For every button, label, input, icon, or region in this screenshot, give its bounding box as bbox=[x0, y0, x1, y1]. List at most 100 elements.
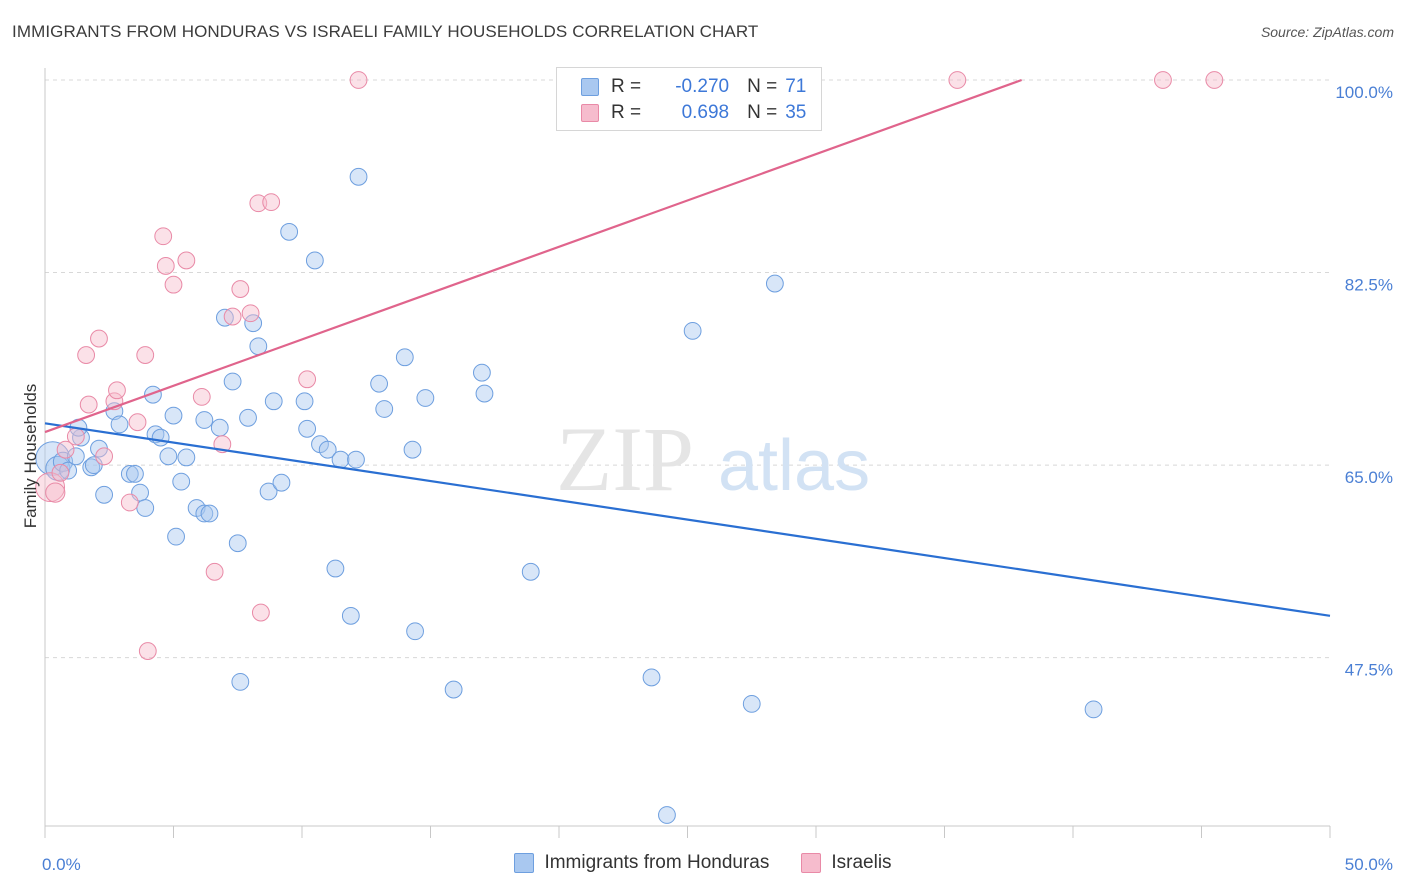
israelis-point bbox=[177, 251, 196, 270]
israelis-point bbox=[90, 329, 108, 348]
honduras-point bbox=[395, 348, 414, 367]
honduras-point bbox=[305, 251, 324, 270]
israelis-point bbox=[205, 562, 224, 581]
honduras-point bbox=[765, 274, 784, 293]
israelis-point bbox=[51, 463, 70, 482]
honduras-point bbox=[347, 450, 365, 469]
axes bbox=[44, 68, 1331, 838]
legend-row-israelis: R = 0.698 N = 35 bbox=[581, 100, 806, 126]
zipatlas-watermark: ZIP atlas bbox=[556, 408, 870, 510]
tick-labels: 47.5% 65.0% 82.5% 100.0% 0.0% 50.0% bbox=[42, 83, 1393, 874]
chart-title: IMMIGRANTS FROM HONDURAS VS ISRAELI FAMI… bbox=[12, 22, 759, 41]
watermark-atlas: atlas bbox=[718, 426, 870, 506]
data-points bbox=[35, 71, 1224, 824]
honduras-point bbox=[136, 499, 155, 517]
israelis-point bbox=[77, 346, 96, 364]
honduras-point bbox=[228, 534, 247, 553]
y-axis-title: Family Households bbox=[21, 384, 40, 529]
honduras-point bbox=[272, 473, 291, 492]
honduras-point bbox=[200, 504, 219, 523]
x-tick-label: 50.0% bbox=[1345, 855, 1393, 874]
israelis-point bbox=[241, 304, 260, 323]
legend-row-honduras: R = -0.270 N = 71 bbox=[581, 74, 806, 100]
honduras-point bbox=[298, 419, 317, 438]
israelis-point bbox=[231, 280, 250, 298]
israelis-point bbox=[95, 447, 114, 466]
legend-n-label: N = bbox=[747, 76, 778, 97]
israelis-point bbox=[154, 227, 173, 246]
honduras-point bbox=[95, 485, 114, 504]
honduras-point bbox=[1084, 700, 1103, 719]
series-swatch-pink bbox=[801, 853, 822, 873]
source-credit: Source: ZipAtlas.com bbox=[1260, 24, 1394, 40]
honduras-point bbox=[331, 450, 350, 469]
y-tick-label: 65.0% bbox=[1345, 468, 1393, 487]
series-label: Immigrants from Honduras bbox=[544, 852, 770, 873]
israelis-point bbox=[138, 642, 157, 660]
honduras-point bbox=[444, 680, 463, 699]
legend-r-value: 0.698 bbox=[681, 102, 730, 123]
honduras-point bbox=[120, 465, 139, 483]
israelis-point bbox=[249, 194, 268, 213]
israelis-point bbox=[35, 472, 66, 503]
israelis-point bbox=[45, 482, 66, 503]
israelis-point bbox=[79, 395, 98, 414]
israelis-point bbox=[298, 370, 317, 389]
y-tick-label: 82.5% bbox=[1345, 276, 1393, 295]
series-swatch-blue bbox=[514, 853, 535, 873]
honduras-point bbox=[239, 408, 257, 427]
series-legend-israelis[interactable]: Israelis bbox=[801, 852, 892, 874]
legend-n-label: N = bbox=[747, 102, 778, 123]
honduras-point bbox=[210, 418, 229, 437]
honduras-point bbox=[349, 167, 368, 186]
honduras-point bbox=[683, 321, 702, 340]
israelis-point bbox=[1154, 71, 1172, 89]
honduras-point bbox=[521, 562, 540, 581]
honduras-point bbox=[326, 559, 345, 578]
honduras-point bbox=[231, 672, 250, 691]
honduras-point bbox=[295, 392, 314, 411]
legend-n-value: 71 bbox=[785, 76, 807, 97]
honduras-point bbox=[223, 372, 242, 391]
honduras-point bbox=[742, 694, 761, 713]
legend-r-label: R = bbox=[611, 76, 642, 97]
series-label: Israelis bbox=[831, 852, 892, 873]
legend-swatch-blue bbox=[581, 78, 599, 96]
israelis-trend-line bbox=[44, 78, 1022, 434]
honduras-point bbox=[66, 447, 85, 466]
correlation-legend: R = -0.270 N = 71 R = 0.698 N = 35 bbox=[556, 67, 822, 131]
legend-r-value: -0.270 bbox=[675, 76, 730, 97]
watermark-zip: ZIP bbox=[556, 408, 694, 510]
honduras-point bbox=[264, 392, 283, 411]
honduras-point bbox=[403, 440, 422, 459]
israelis-point bbox=[108, 381, 126, 400]
legend-r-label: R = bbox=[611, 102, 642, 123]
series-legend-honduras[interactable]: Immigrants from Honduras bbox=[514, 852, 769, 874]
honduras-point bbox=[216, 308, 234, 327]
honduras-point bbox=[416, 389, 435, 407]
honduras-point bbox=[318, 440, 337, 459]
honduras-point bbox=[172, 472, 191, 491]
honduras-point bbox=[82, 458, 101, 477]
honduras-point bbox=[126, 465, 144, 483]
honduras-point bbox=[280, 222, 299, 241]
honduras-point bbox=[473, 363, 491, 382]
israelis-point bbox=[128, 413, 147, 432]
israelis-point bbox=[192, 387, 211, 406]
honduras-point bbox=[375, 400, 394, 418]
series-legend: Immigrants from Honduras Israelis bbox=[0, 852, 1406, 874]
israelis-point bbox=[349, 71, 368, 89]
israelis-point bbox=[56, 440, 75, 459]
grid-lines bbox=[45, 79, 1330, 659]
honduras-point bbox=[151, 428, 170, 447]
israelis-point bbox=[120, 493, 139, 512]
honduras-point bbox=[177, 448, 196, 467]
israelis-point bbox=[251, 603, 270, 622]
israelis-point bbox=[223, 307, 242, 326]
israelis-point bbox=[1205, 71, 1224, 89]
israelis-point bbox=[262, 193, 281, 212]
legend-n-value: 35 bbox=[785, 102, 807, 123]
honduras-point bbox=[658, 806, 676, 824]
legend-swatch-pink bbox=[581, 104, 599, 122]
